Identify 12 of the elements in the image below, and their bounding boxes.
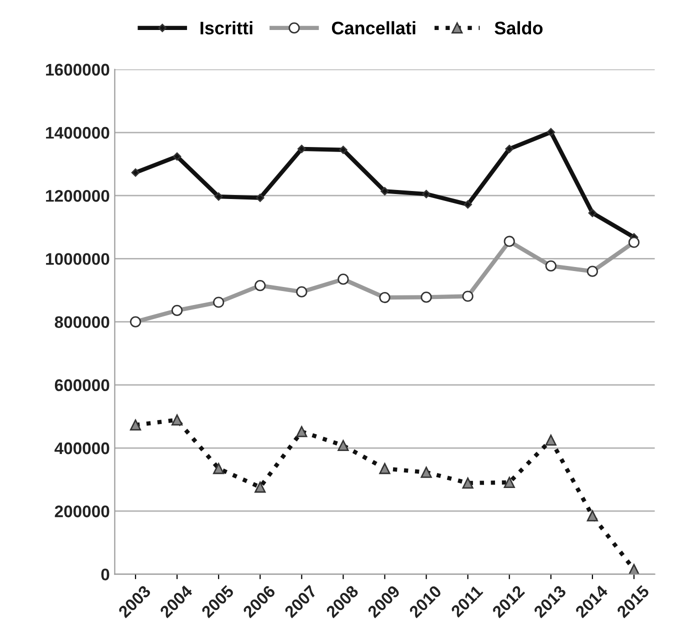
y-tick-label: 1600000: [46, 64, 110, 76]
y-tick-label: 200000: [54, 506, 110, 518]
y-tick-label: 1000000: [46, 253, 110, 265]
legend-label: Cancellati: [332, 21, 416, 34]
y-tick-label: 1400000: [46, 126, 110, 139]
y-tick-label: 800000: [54, 316, 110, 328]
y-tick-label: 600000: [54, 379, 110, 392]
legend-label: Saldo: [494, 21, 543, 34]
y-tick-label: 0: [101, 568, 110, 580]
legend-label: Iscritti: [200, 21, 252, 34]
y-tick-label: 400000: [54, 442, 110, 454]
y-tick-label: 1200000: [46, 190, 110, 202]
